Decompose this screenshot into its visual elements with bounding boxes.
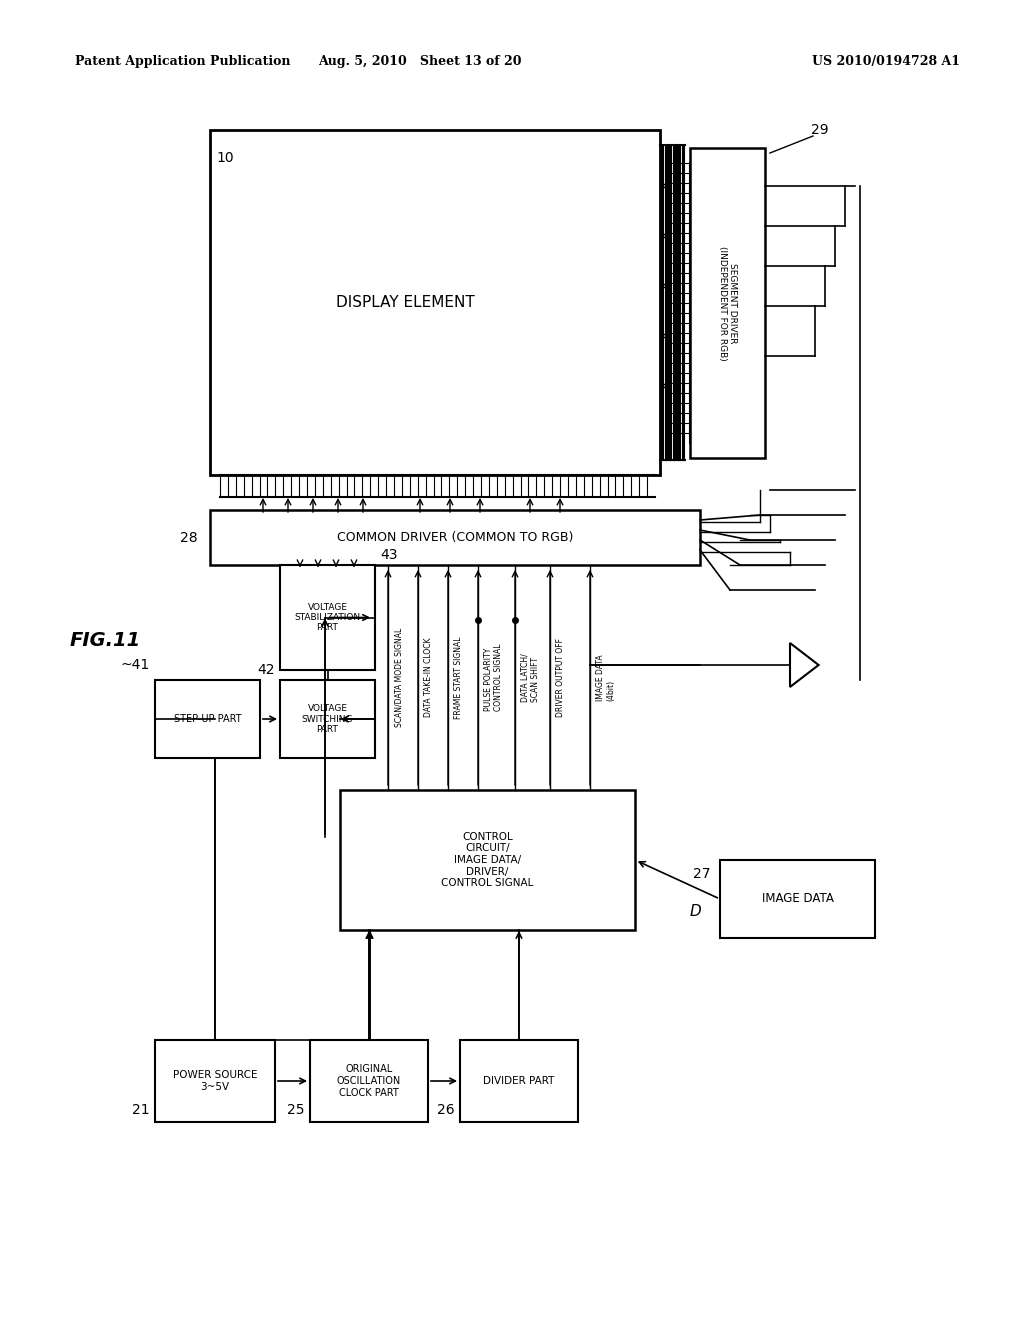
Bar [280,565,375,671]
Text: Patent Application Publication: Patent Application Publication [75,55,291,69]
Text: Aug. 5, 2010   Sheet 13 of 20: Aug. 5, 2010 Sheet 13 of 20 [318,55,522,69]
Bar [280,680,375,758]
Text: STEP-UP PART: STEP-UP PART [174,714,242,723]
Text: US 2010/0194728 A1: US 2010/0194728 A1 [812,55,961,69]
Text: CONTROL
CIRCUIT/
IMAGE DATA/
DRIVER/
CONTROL SIGNAL: CONTROL CIRCUIT/ IMAGE DATA/ DRIVER/ CON… [441,832,534,888]
Text: 27: 27 [692,867,710,880]
Text: SCAN/DATA MODE SIGNAL: SCAN/DATA MODE SIGNAL [394,628,403,727]
Bar [210,129,660,475]
Text: POWER SOURCE
3~5V: POWER SOURCE 3~5V [173,1071,257,1092]
Text: 42: 42 [257,663,275,677]
Text: 43: 43 [380,548,397,562]
Text: 10: 10 [216,150,233,165]
Bar [720,861,874,939]
Text: ORIGINAL
OSCILLATION
CLOCK PART: ORIGINAL OSCILLATION CLOCK PART [337,1064,401,1098]
Bar [210,510,700,565]
Text: DATA LATCH/
SCAN SHIFT: DATA LATCH/ SCAN SHIFT [521,653,541,702]
Text: COMMON DRIVER (COMMON TO RGB): COMMON DRIVER (COMMON TO RGB) [337,531,573,544]
Text: 21: 21 [132,1104,150,1117]
Text: 26: 26 [437,1104,455,1117]
Text: PULSE POLARITY
CONTROL SIGNAL: PULSE POLARITY CONTROL SIGNAL [484,644,504,711]
Text: ~41: ~41 [121,657,150,672]
Text: DISPLAY ELEMENT: DISPLAY ELEMENT [336,294,474,310]
Text: SEGMENT DRIVER
(INDEPENDENT FOR RGB): SEGMENT DRIVER (INDEPENDENT FOR RGB) [718,246,737,360]
Text: VOLTAGE
STABILIZATION
PART: VOLTAGE STABILIZATION PART [295,603,360,632]
Bar [460,1040,578,1122]
Text: IMAGE DATA
(4bit): IMAGE DATA (4bit) [596,655,615,701]
Bar [690,148,765,458]
Text: FRAME START SIGNAL: FRAME START SIGNAL [454,636,463,719]
Text: 29: 29 [811,123,828,137]
Bar [340,789,635,931]
Text: IMAGE DATA: IMAGE DATA [762,892,834,906]
Text: VOLTAGE
SWITCHING
PART: VOLTAGE SWITCHING PART [302,704,353,734]
Text: 25: 25 [288,1104,305,1117]
Text: FIG.11: FIG.11 [70,631,140,649]
Text: DRIVER OUTPUT OFF: DRIVER OUTPUT OFF [556,638,565,717]
Text: DATA TAKE-IN CLOCK: DATA TAKE-IN CLOCK [424,638,433,717]
Bar [310,1040,428,1122]
Text: 28: 28 [180,531,198,544]
Bar [155,680,260,758]
Text: DIVIDER PART: DIVIDER PART [483,1076,555,1086]
Text: D: D [689,903,700,919]
Bar [155,1040,275,1122]
